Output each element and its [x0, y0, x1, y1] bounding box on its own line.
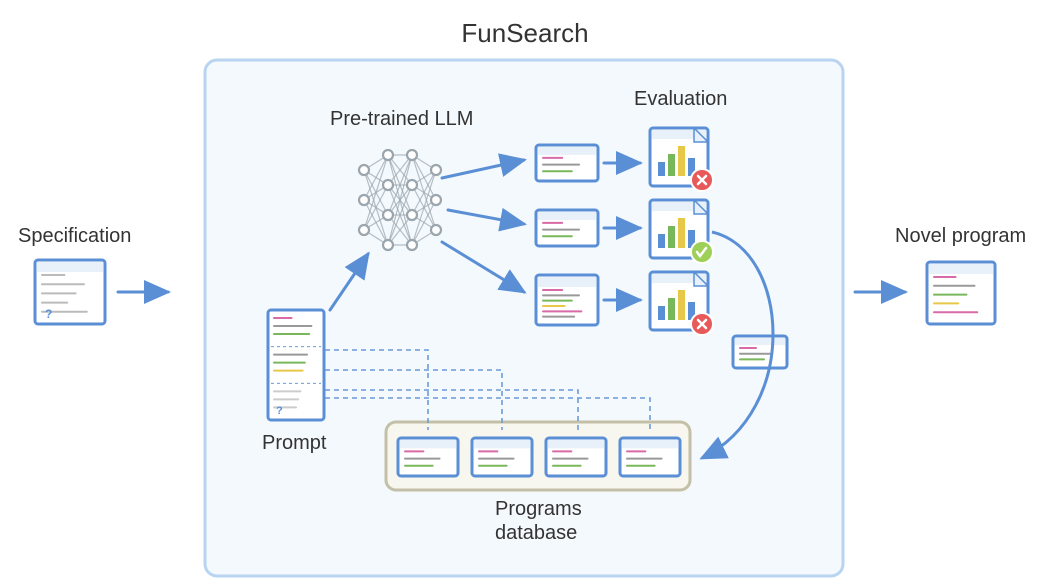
candidate-box-1	[536, 210, 598, 246]
db-program-box-2	[546, 438, 606, 476]
eval-box-2	[650, 272, 713, 335]
eval-box-1	[650, 200, 713, 263]
selected-program-box	[733, 336, 787, 368]
evaluation-label: Evaluation	[634, 88, 727, 111]
svg-text:?: ?	[45, 307, 52, 321]
programs-db-label-2: database	[495, 522, 577, 545]
llm-label: Pre-trained LLM	[330, 108, 473, 131]
prompt-box: ?	[268, 310, 324, 420]
svg-text:?: ?	[276, 405, 283, 417]
specification-box: ?	[35, 260, 105, 324]
candidate-box-0	[536, 145, 598, 181]
novel-program-label: Novel program	[895, 225, 1026, 248]
diagram-title: FunSearch	[0, 18, 1050, 49]
eval-box-0	[650, 128, 713, 191]
db-program-box-1	[472, 438, 532, 476]
programs-db-label-1: Programs	[495, 498, 582, 521]
candidate-box-2	[536, 275, 598, 325]
novel-program-box	[927, 262, 995, 324]
db-program-box-3	[620, 438, 680, 476]
prompt-label: Prompt	[262, 432, 326, 455]
specification-label: Specification	[18, 225, 131, 248]
db-program-box-0	[398, 438, 458, 476]
